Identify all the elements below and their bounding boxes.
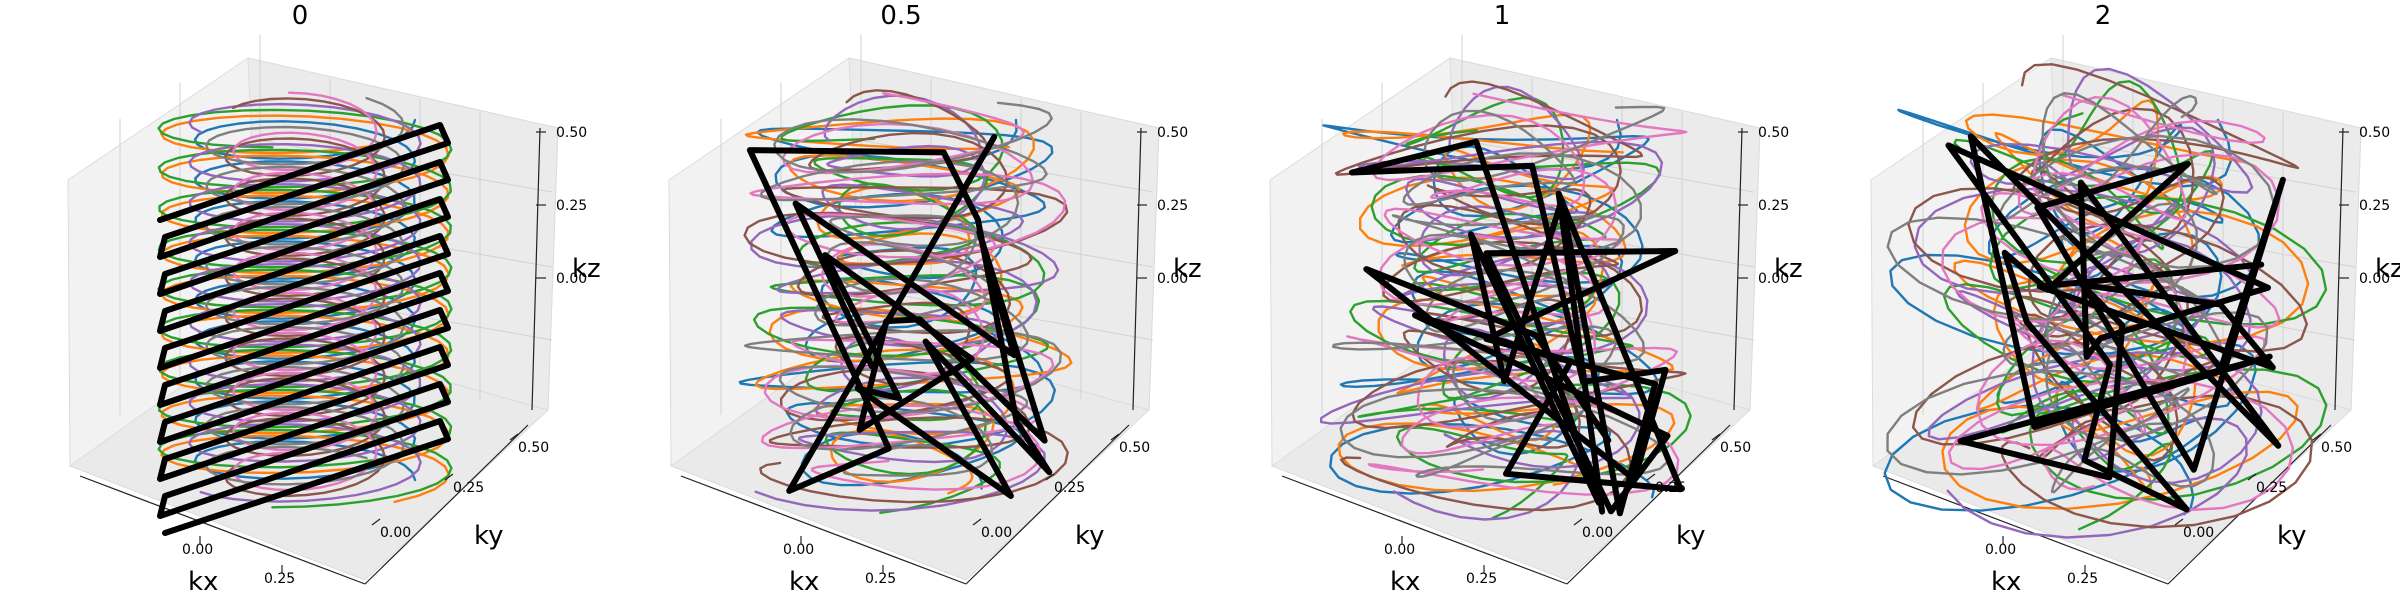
y-tick (972, 518, 982, 526)
y-tick-label: 0.00 (981, 525, 1012, 541)
series-3 (188, 102, 422, 503)
y-axis-line (965, 424, 1130, 585)
z-tick-label: 0.25 (1758, 198, 1789, 214)
z-axis-line (1733, 127, 1743, 411)
series-4 (1334, 80, 1687, 512)
z-gridline (257, 287, 553, 341)
subplot-0: 0.00 0.25 0.50 0.00 0.25 0.50 0.00 0.25 0 kx ky kz (67, 1, 601, 597)
y-tick (1573, 518, 1583, 526)
z-axis-label: kz (572, 254, 601, 284)
y-tick-label: 0.50 (1720, 440, 1751, 456)
z-axis-label: kz (1173, 254, 1202, 284)
z-gridline (2060, 139, 2356, 193)
y-tick-label: 0.50 (2321, 440, 2352, 456)
x-tick-label: 0.00 (1985, 542, 2016, 558)
panel-title: 0 (292, 1, 309, 31)
subplot-1: 0.00 0.25 0.50 0.00 0.25 0.50 0.00 0.25 0.5 kx ky k… (668, 1, 1202, 597)
z-tick-label: 0.00 (1758, 271, 1789, 287)
series-4 (1907, 63, 2314, 529)
x-tick-label: 0.25 (264, 571, 295, 587)
curves (157, 91, 453, 536)
z-tick-label: 0.25 (1157, 198, 1188, 214)
x-tick-label: 0.00 (783, 542, 814, 558)
highlight-trajectory (1945, 133, 2286, 513)
x-axis-label: kx (789, 567, 819, 597)
x-tick-label: 0.25 (2067, 571, 2098, 587)
subplot-2: 0.00 0.25 0.50 0.00 0.25 0.50 0.00 0.25 1 kx ky kz (1269, 1, 1803, 597)
z-tick-label: 0.00 (556, 271, 587, 287)
z-axis-label: kz (2375, 254, 2400, 284)
y-tick (1045, 473, 1055, 481)
x-axis-label: kx (188, 567, 218, 597)
x-axis-line (680, 475, 967, 585)
y-tick-label: 0.50 (518, 440, 549, 456)
y-tick (1711, 433, 1721, 441)
y-axis-label: ky (1676, 521, 1706, 551)
y-tick (444, 473, 454, 481)
y-tick-label: 0.50 (1119, 440, 1150, 456)
y-tick-label: 0.25 (2256, 480, 2287, 496)
z-tick-label: 0.00 (1157, 271, 1188, 287)
y-tick-label: 0.25 (1054, 480, 1085, 496)
y-tick (2312, 433, 2322, 441)
y-tick (509, 433, 519, 441)
x-tick-label: 0.00 (1384, 542, 1415, 558)
series-6 (1886, 92, 2277, 494)
highlight-trajectory (157, 122, 451, 536)
series-3 (750, 94, 1060, 512)
y-tick-label: 0.00 (380, 525, 411, 541)
z-axis-line (531, 127, 541, 411)
y-axis-label: ky (1075, 521, 1105, 551)
y-axis-label: ky (2277, 521, 2307, 551)
curves (738, 89, 1073, 514)
highlight-trajectory (746, 134, 1053, 499)
y-tick-label: 0.00 (1582, 525, 1613, 541)
y-axis-line (364, 424, 529, 585)
z-tick-label: 0.25 (2359, 198, 2390, 214)
x-tick-label: 0.25 (1466, 571, 1497, 587)
z-tick-label: 0.25 (556, 198, 587, 214)
y-tick (1110, 433, 1120, 441)
x-tick-label: 0.00 (182, 542, 213, 558)
series-1 (1337, 113, 1676, 493)
z-tick-label: 0.50 (2359, 125, 2390, 141)
x-axis-line (1281, 475, 1568, 585)
z-tick-label: 0.00 (2359, 271, 2390, 287)
y-tick (2174, 518, 2184, 526)
z-axis-line (1132, 127, 1142, 411)
x-axis-line (79, 475, 366, 585)
highlight-trajectory (1349, 138, 1684, 517)
y-tick (371, 518, 381, 526)
z-tick-label: 0.50 (1157, 125, 1188, 141)
y-tick-label: 0.25 (453, 480, 484, 496)
y-tick (1646, 473, 1656, 481)
x-axis-label: kx (1991, 567, 2021, 597)
y-tick-label: 0.00 (2183, 525, 2214, 541)
y-axis-line (1566, 424, 1731, 585)
x-axis-label: kx (1390, 567, 1420, 597)
subplot-3: 0.00 0.25 0.50 0.00 0.25 0.50 0.00 0.25 2 kx ky kz (1870, 1, 2400, 597)
y-tick-label: 0.25 (1655, 480, 1686, 496)
z-tick-label: 0.50 (556, 125, 587, 141)
panel-title: 2 (2095, 1, 2112, 31)
y-axis-label: ky (474, 521, 504, 551)
curves (1319, 80, 1692, 521)
z-tick-label: 0.50 (1758, 125, 1789, 141)
x-tick-label: 0.25 (865, 571, 896, 587)
panel-title: 0.5 (880, 1, 921, 31)
panel-title: 1 (1494, 1, 1511, 31)
z-axis-label: kz (1774, 254, 1803, 284)
y-tick (2247, 473, 2257, 481)
z-axis-line (2334, 127, 2344, 411)
x-axis-line (1882, 475, 2169, 585)
curves (1883, 63, 2328, 539)
y-axis-line (2167, 424, 2332, 585)
